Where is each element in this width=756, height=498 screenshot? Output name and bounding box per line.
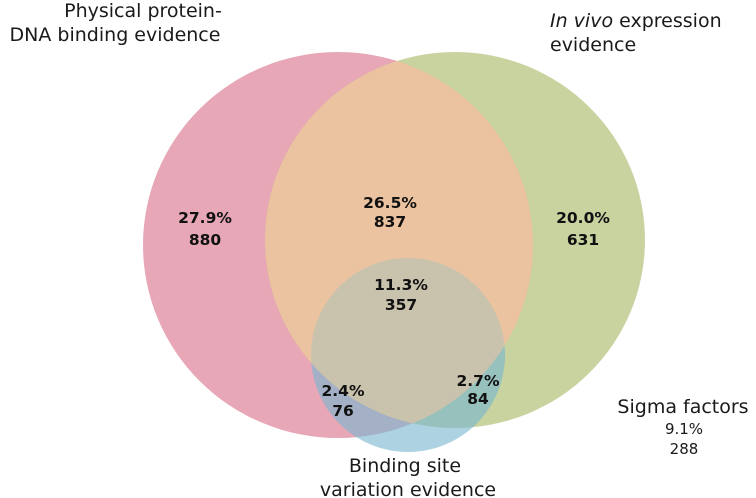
region-physical-only: 27.9% 880 — [178, 209, 232, 249]
outside-label: Sigma factors — [617, 396, 748, 418]
binding-site-set-label: Binding site variation evidence — [320, 455, 496, 498]
invivo-label-line-2: evidence — [550, 34, 636, 56]
region-physical-binding: 2.4% 76 — [322, 382, 365, 420]
region-invivo-binding-percent: 2.7% — [457, 372, 500, 390]
region-physical-invivo-percent: 26.5% — [363, 194, 417, 212]
outside-count: 288 — [670, 440, 699, 458]
region-invivo-only-percent: 20.0% — [556, 209, 610, 227]
region-physical-invivo-count: 837 — [374, 213, 406, 231]
region-invivo-binding-count: 84 — [467, 390, 489, 408]
region-invivo-binding: 2.7% 84 — [457, 372, 500, 408]
invivo-label-rest: expression — [613, 10, 722, 32]
region-all-three-percent: 11.3% — [374, 276, 428, 294]
physical-label-line-1: Physical protein- — [64, 0, 222, 22]
region-physical-only-percent: 27.9% — [178, 209, 232, 227]
region-physical-only-count: 880 — [189, 231, 222, 249]
binding-label-line-2: variation evidence — [320, 479, 496, 498]
invivo-label-italic: In vivo — [550, 10, 613, 32]
region-all-three-count: 357 — [385, 296, 417, 314]
region-all-three: 11.3% 357 — [374, 276, 428, 314]
region-invivo-only: 20.0% 631 — [556, 209, 610, 249]
physical-set-label: Physical protein- DNA binding evidence — [10, 0, 228, 46]
region-physical-invivo: 26.5% 837 — [363, 194, 417, 231]
region-invivo-only-count: 631 — [567, 231, 599, 249]
invivo-set-label: In vivo expression evidence — [550, 10, 728, 56]
outside-sigma-factors: Sigma factors 9.1% 288 — [617, 396, 748, 458]
region-physical-binding-percent: 2.4% — [322, 382, 365, 400]
outside-percent: 9.1% — [665, 420, 703, 438]
binding-label-line-1: Binding site — [349, 455, 461, 477]
physical-label-line-2: DNA binding evidence — [10, 24, 221, 46]
region-physical-binding-count: 76 — [332, 402, 354, 420]
